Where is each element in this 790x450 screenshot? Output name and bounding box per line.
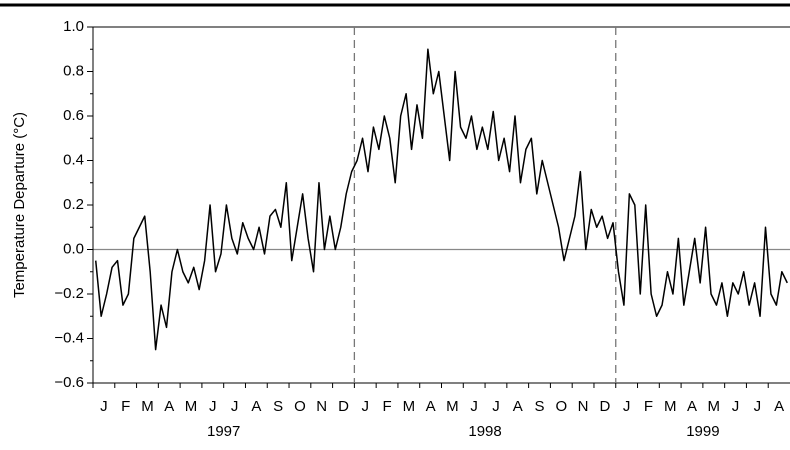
x-tick-label: J — [209, 398, 217, 415]
year-label: 1998 — [468, 423, 501, 440]
x-tick-label: A — [164, 398, 174, 415]
x-tick-label: N — [578, 398, 589, 415]
x-tick-label: J — [732, 398, 740, 415]
x-tick-label: J — [623, 398, 631, 415]
x-tick-label: N — [316, 398, 327, 415]
x-tick-label: O — [555, 398, 567, 415]
y-tick-label: 0.8 — [63, 62, 84, 79]
x-tick-label: J — [754, 398, 762, 415]
x-tick-label: O — [294, 398, 306, 415]
x-tick-label: F — [644, 398, 653, 415]
x-tick-label: M — [185, 398, 198, 415]
y-tick-label: 0.4 — [63, 151, 84, 168]
x-tick-label: J — [100, 398, 108, 415]
x-tick-label: M — [446, 398, 459, 415]
x-tick-label: A — [426, 398, 436, 415]
x-tick-label: S — [273, 398, 283, 415]
y-tick-label: 1.0 — [63, 18, 84, 35]
x-tick-label: M — [403, 398, 416, 415]
x-tick-label: J — [231, 398, 239, 415]
x-tick-label: M — [141, 398, 154, 415]
y-tick-label: 0.6 — [63, 107, 84, 124]
x-tick-label: A — [774, 398, 784, 415]
x-tick-label: M — [708, 398, 721, 415]
data-line — [94, 48, 788, 351]
x-tick-label: A — [251, 398, 261, 415]
x-tick-label: J — [470, 398, 478, 415]
x-tick-label: D — [338, 398, 349, 415]
x-tick-label: D — [599, 398, 610, 415]
y-tick-label: −0.6 — [54, 374, 84, 391]
x-tick-label: S — [535, 398, 545, 415]
x-tick-label: A — [687, 398, 697, 415]
x-tick-label: F — [121, 398, 130, 415]
year-label: 1997 — [207, 423, 240, 440]
x-tick-label: J — [492, 398, 500, 415]
y-tick-label: 0.2 — [63, 196, 84, 213]
x-tick-label: A — [513, 398, 523, 415]
x-tick-label: F — [382, 398, 391, 415]
y-tick-label: 0.0 — [63, 240, 84, 257]
x-tick-label: M — [664, 398, 677, 415]
year-label: 1999 — [686, 423, 719, 440]
y-tick-label: −0.2 — [54, 285, 84, 302]
y-tick-label: −0.4 — [54, 329, 84, 346]
y-axis-label: Temperature Departure (°C) — [11, 112, 28, 298]
x-tick-label: J — [362, 398, 370, 415]
